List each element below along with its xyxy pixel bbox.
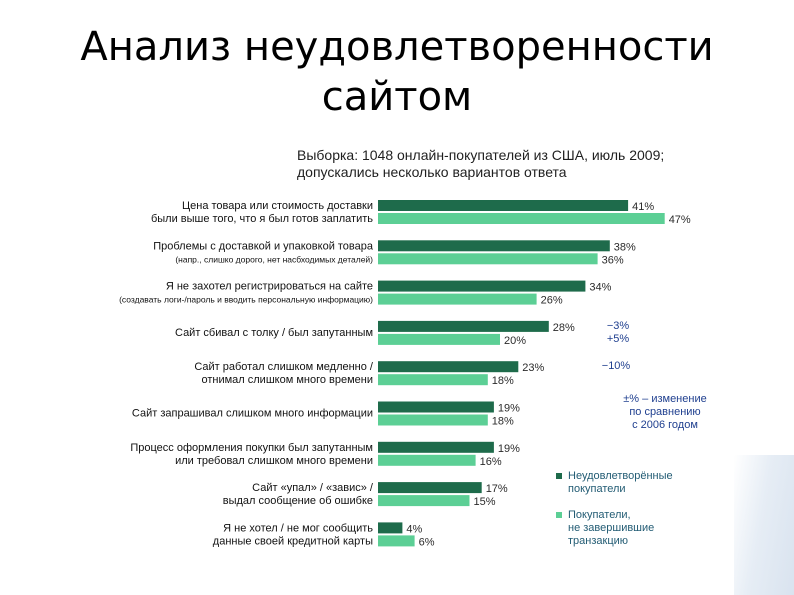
bar-series1-cat8 <box>378 535 415 547</box>
value-label-series0-cat8: 4% <box>406 523 422 535</box>
legend-swatch-dark <box>556 473 562 479</box>
change-note: ±% – изменение по сравнению с 2006 годом <box>590 393 740 432</box>
category-label-4-line1: Сайт работал слишком медленно / <box>194 361 374 373</box>
bar-series1-cat6 <box>378 454 476 466</box>
category-label-6-line1: Процесс оформления покупки был запутанны… <box>130 442 373 454</box>
legend-label2-line3: транзакцию <box>568 535 629 547</box>
category-label-6-line2: или требовал слишком много времени <box>175 455 373 467</box>
bar-series0-cat5 <box>378 401 494 413</box>
value-label-series1-cat2: 26% <box>541 295 563 307</box>
bar-series0-cat4 <box>378 361 519 373</box>
value-label-series0-cat3: 28% <box>553 322 575 334</box>
value-label-series1-cat4: 18% <box>492 375 514 387</box>
slide-title: Анализ неудовлетворенности сайтом <box>0 22 794 122</box>
bar-series1-cat7 <box>378 495 470 507</box>
legend-swatch-light <box>556 512 562 518</box>
value-label-series0-cat0: 41% <box>632 201 654 213</box>
category-label-4-line2: отнимал слишком много времени <box>201 374 373 386</box>
note-line2: по сравнению <box>629 406 701 418</box>
value-label-series1-cat0: 47% <box>669 214 691 226</box>
value-label-series0-cat2: 34% <box>589 282 611 294</box>
bar-series1-cat2 <box>378 293 537 305</box>
value-label-series1-cat6: 16% <box>480 456 502 468</box>
category-label-8-line1: Я не хотел / не мог сообщить <box>223 522 373 534</box>
bar-series0-cat2 <box>378 280 586 292</box>
bar-series0-cat0 <box>378 200 629 211</box>
change-minus-3: −3% <box>606 320 630 332</box>
legend-label2-line1: Покупатели, <box>568 509 631 521</box>
change-minus-10: −10% <box>601 360 631 372</box>
category-label-0-line1: Цена товара или стоимость доставки <box>182 200 373 212</box>
value-label-series1-cat3: 20% <box>504 335 526 347</box>
value-label-series1-cat7: 15% <box>474 496 496 508</box>
note-line1: ±% – изменение <box>623 393 707 405</box>
category-label-1-line1: Проблемы с доставкой и упаковкой товара <box>153 240 374 252</box>
bar-series1-cat3 <box>378 333 500 345</box>
category-label-7-line2: выдал сообщение об ошибке <box>223 495 373 507</box>
legend-label1-line2: покупатели <box>568 483 626 495</box>
category-label-3-line1: Сайт сбивал с толку / был запутанным <box>175 327 373 339</box>
decorative-corner <box>734 455 794 595</box>
category-label-2-line2: (создавать логи-/пароль и вводить персон… <box>119 295 373 305</box>
bar-series1-cat1 <box>378 253 598 265</box>
slide-title-line1: Анализ неудовлетворенности <box>80 24 714 70</box>
change-annotation-confusing: −3% +5% <box>598 320 638 346</box>
category-label-5-line1: Сайт запрашивал слишком много информации <box>132 408 373 420</box>
category-label-8-line2: данные своей кредитной карты <box>213 535 373 547</box>
value-label-series0-cat6: 19% <box>498 443 520 455</box>
change-plus-5: +5% <box>606 333 630 345</box>
category-label-1-line2: (напр., слишко дорого, нет насбходимых д… <box>175 254 373 264</box>
value-label-series1-cat5: 18% <box>492 416 514 428</box>
value-label-series0-cat5: 19% <box>498 403 520 415</box>
value-label-series0-cat7: 17% <box>486 483 508 495</box>
value-label-series0-cat1: 38% <box>614 241 636 253</box>
value-label-series0-cat4: 23% <box>522 362 544 374</box>
bar-series0-cat8 <box>378 522 403 534</box>
change-annotation-slow: −10% <box>594 360 638 373</box>
category-label-0-line2: были выше того, что я был готов заплатит… <box>151 213 373 225</box>
bar-series0-cat6 <box>378 441 494 453</box>
value-label-series1-cat8: 6% <box>419 536 435 548</box>
note-line3: с 2006 годом <box>632 419 698 431</box>
subtitle-line1: Выборка: 1048 онлайн-покупателей из США,… <box>297 147 665 163</box>
bar-series1-cat5 <box>378 414 488 426</box>
slide-title-line2: сайтом <box>321 74 473 120</box>
subtitle-line2: допускались несколько вариантов ответа <box>297 164 567 180</box>
value-label-series1-cat1: 36% <box>602 254 624 266</box>
bar-series0-cat1 <box>378 240 610 252</box>
category-label-7-line1: Сайт «упал» / «завис» / <box>252 482 374 494</box>
legend-label1-line1: Неудовлетворённые <box>568 470 673 482</box>
category-label-2-line1: Я не захотел регистрироваться на сайте <box>166 281 373 293</box>
bar-series1-cat0 <box>378 213 665 224</box>
bar-series0-cat7 <box>378 482 482 494</box>
bar-series0-cat3 <box>378 320 549 332</box>
chart-subtitle: Выборка: 1048 онлайн-покупателей из США,… <box>297 147 767 181</box>
bar-series1-cat4 <box>378 374 488 386</box>
legend-label2-line2: не завершившие <box>568 522 655 534</box>
